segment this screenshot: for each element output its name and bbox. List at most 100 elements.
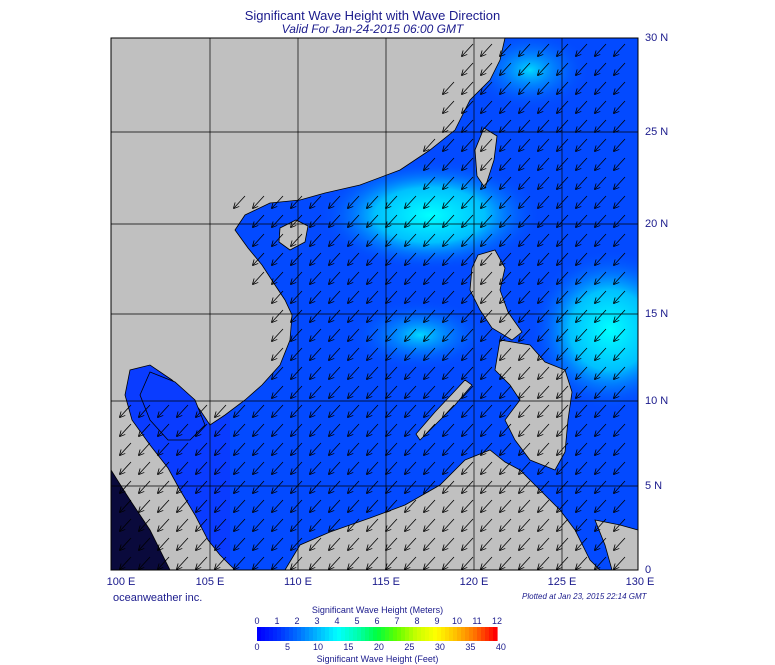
- wave-arrow: [538, 385, 550, 398]
- wave-arrow: [367, 195, 379, 208]
- wave-arrow: [576, 138, 588, 151]
- wave-arrow: [481, 81, 493, 94]
- colorbar-swatch: [401, 627, 406, 641]
- wave-arrow: [519, 214, 531, 227]
- wave-arrow: [538, 537, 550, 550]
- wave-arrow: [576, 309, 588, 322]
- wave-arrow: [348, 233, 360, 246]
- wave-arrow: [595, 176, 607, 189]
- wave-arrow: [557, 43, 569, 56]
- wave-arrow: [595, 423, 607, 436]
- wave-arrow: [367, 499, 379, 512]
- wave-arrow: [120, 537, 132, 550]
- wave-arrow: [272, 328, 284, 341]
- wave-arrow: [614, 461, 626, 474]
- wave-arrow: [538, 347, 550, 360]
- wave-arrow: [481, 100, 493, 113]
- colorbar-swatch: [473, 627, 478, 641]
- wave-arrow: [500, 328, 512, 341]
- wave-arrow: [272, 442, 284, 455]
- wave-arrow: [291, 404, 303, 417]
- wave-arrow: [291, 499, 303, 512]
- wave-arrow: [348, 480, 360, 493]
- wave-arrow: [177, 404, 189, 417]
- colorbar-swatch: [269, 627, 274, 641]
- wave-arrow: [576, 252, 588, 265]
- wave-arrow: [272, 461, 284, 474]
- colorbar-swatch: [289, 627, 294, 641]
- wave-arrow: [462, 233, 474, 246]
- colorbar-swatches: [257, 627, 498, 641]
- wave-arrow: [462, 442, 474, 455]
- wave-arrow: [177, 423, 189, 436]
- wave-arrow: [329, 271, 341, 284]
- wave-arrow: [234, 537, 246, 550]
- wave-arrow: [462, 404, 474, 417]
- colorbar-swatch: [453, 627, 458, 641]
- colorbar-meter-label: 7: [394, 616, 400, 626]
- wave-arrow: [443, 138, 455, 151]
- wave-arrow: [348, 214, 360, 227]
- wave-arrow: [481, 138, 493, 151]
- wave-arrow: [272, 309, 284, 322]
- wave-arrow: [253, 233, 265, 246]
- wave-arrow: [500, 100, 512, 113]
- wave-arrow: [500, 252, 512, 265]
- wave-arrow: [291, 271, 303, 284]
- wave-arrow: [405, 328, 417, 341]
- wave-arrow: [424, 385, 436, 398]
- wave-arrow: [424, 442, 436, 455]
- wave-arrow: [519, 347, 531, 360]
- wave-arrow: [367, 290, 379, 303]
- wave-arrow: [177, 480, 189, 493]
- wave-arrow: [310, 195, 322, 208]
- colorbar-swatch: [337, 627, 342, 641]
- wave-arrow: [424, 309, 436, 322]
- wave-arrow: [158, 423, 170, 436]
- wave-arrow: [519, 252, 531, 265]
- colorbar-swatch: [405, 627, 410, 641]
- wave-arrow: [462, 138, 474, 151]
- wave-arrow: [576, 81, 588, 94]
- wave-arrow: [576, 537, 588, 550]
- colorbar-swatch: [353, 627, 358, 641]
- wave-arrow: [557, 214, 569, 227]
- colorbar-swatch: [345, 627, 350, 641]
- colorbar-swatch: [277, 627, 282, 641]
- wave-arrow: [386, 480, 398, 493]
- wave-arrow: [215, 461, 227, 474]
- wave-arrow: [614, 518, 626, 531]
- wave-arrow: [500, 157, 512, 170]
- wave-arrow: [405, 252, 417, 265]
- wave-arrow: [367, 309, 379, 322]
- wave-arrow: [462, 252, 474, 265]
- wave-arrow: [614, 442, 626, 455]
- wave-arrow: [614, 499, 626, 512]
- wave-arrow: [595, 290, 607, 303]
- wave-arrow: [614, 366, 626, 379]
- wave-arrow: [291, 423, 303, 436]
- wave-arrow: [405, 309, 417, 322]
- y-tick-0: 0: [645, 564, 652, 576]
- wave-arrow: [576, 328, 588, 341]
- wave-arrow: [462, 62, 474, 75]
- wave-arrow: [272, 423, 284, 436]
- wave-arrow: [462, 347, 474, 360]
- wave-arrow: [500, 480, 512, 493]
- colorbar-swatch: [433, 627, 438, 641]
- wave-arrow: [310, 385, 322, 398]
- wave-arrow: [481, 480, 493, 493]
- wave-arrow: [462, 100, 474, 113]
- wave-arrow: [595, 537, 607, 550]
- colorbar-feet-label: 10: [312, 642, 323, 652]
- wave-arrow: [196, 556, 208, 569]
- wave-arrow: [234, 423, 246, 436]
- wave-arrow: [139, 442, 151, 455]
- wave-arrow: [500, 81, 512, 94]
- wave-arrow: [462, 518, 474, 531]
- wave-arrow: [462, 537, 474, 550]
- wave-arrow: [557, 176, 569, 189]
- wave-arrow: [481, 347, 493, 360]
- wave-arrow: [405, 518, 417, 531]
- colorbar-meter-label: 8: [414, 616, 420, 626]
